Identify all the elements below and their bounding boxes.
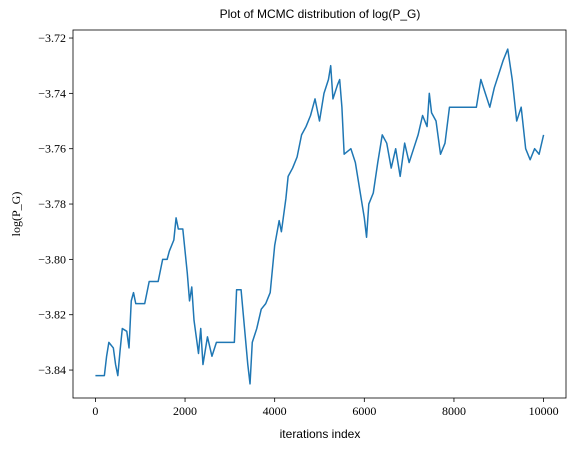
plot-frame bbox=[72, 29, 567, 399]
y-tick-label: −3.84 bbox=[38, 363, 66, 377]
chart-title: Plot of MCMC distribution of log(P_G) bbox=[220, 7, 421, 21]
y-tick-label: −3.72 bbox=[38, 31, 66, 45]
y-tick-label: −3.80 bbox=[38, 252, 66, 266]
x-tick-label: 6000 bbox=[352, 404, 376, 418]
y-tick-label: −3.76 bbox=[38, 142, 66, 156]
x-tick-label: 8000 bbox=[442, 404, 466, 418]
x-tick-label: 0 bbox=[92, 404, 98, 418]
y-tick-label: −3.78 bbox=[38, 197, 66, 211]
y-axis-label: log(P_G) bbox=[9, 192, 23, 237]
x-tick-label: 2000 bbox=[173, 404, 197, 418]
x-axis-label: iterations index bbox=[280, 427, 361, 441]
y-tick-label: −3.74 bbox=[38, 86, 66, 100]
y-tick-label: −3.82 bbox=[38, 308, 66, 322]
data-line bbox=[95, 48, 545, 385]
x-tick-label: 10000 bbox=[529, 404, 559, 418]
x-tick-label: 4000 bbox=[263, 404, 287, 418]
